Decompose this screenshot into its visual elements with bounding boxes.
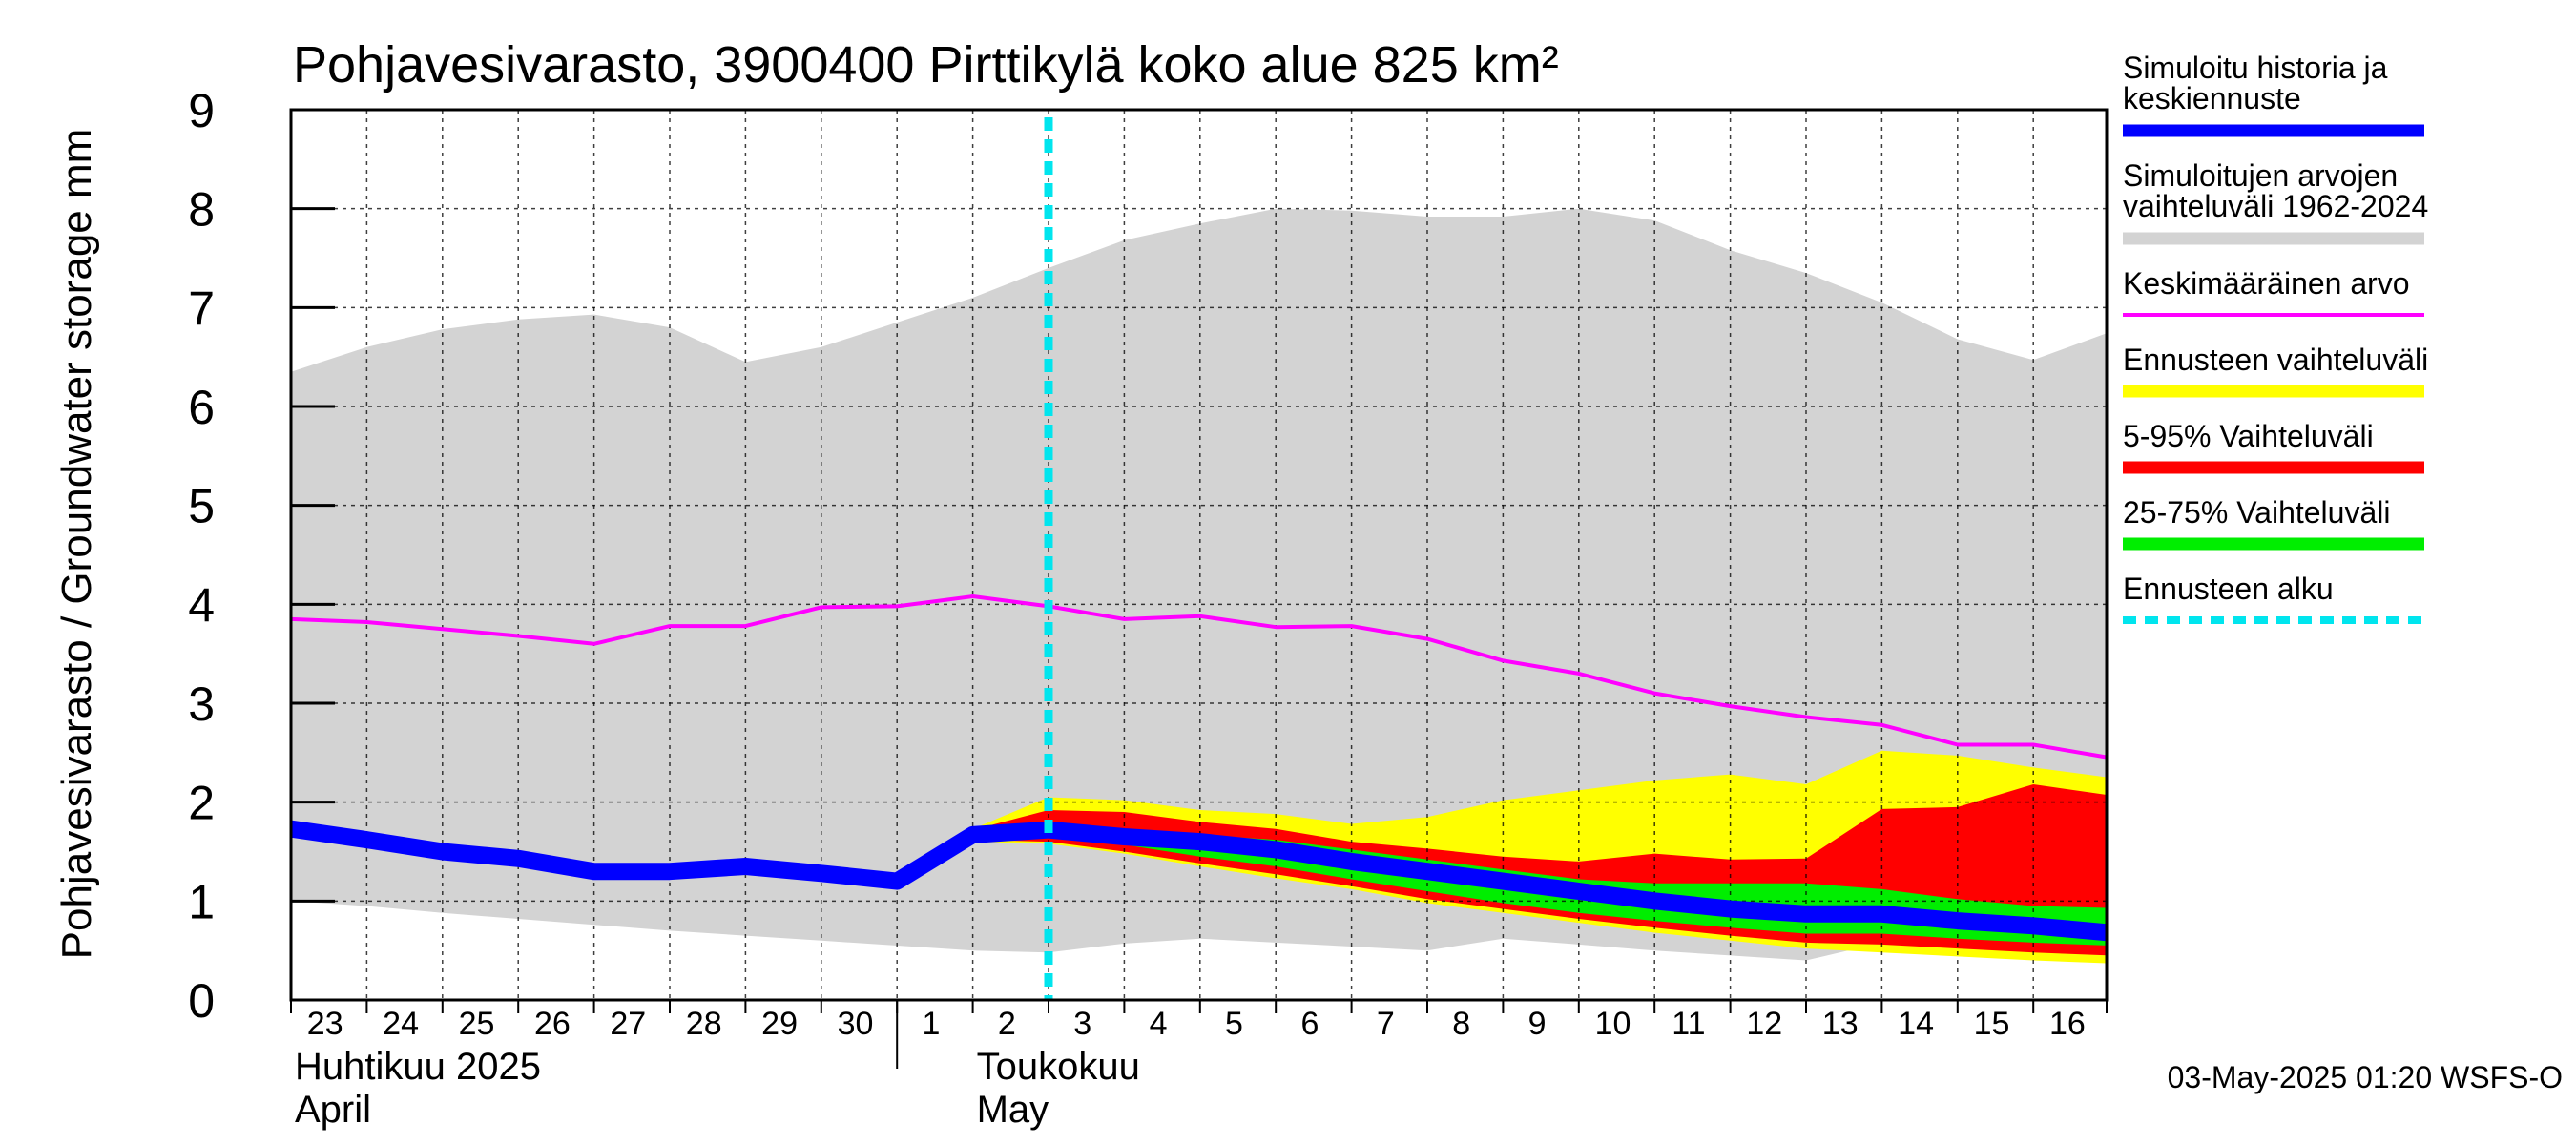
- x-tick-label: 2: [998, 1006, 1016, 1042]
- timestamp-footer: 03-May-2025 01:20 WSFS-O: [2168, 1060, 2563, 1094]
- y-axis-ticks: 0 1 2 3 4 5 6 7 8 9: [188, 84, 335, 1028]
- x-tick-label: 23: [307, 1006, 343, 1042]
- x-tick-label: 4: [1150, 1006, 1168, 1042]
- plot-frame: [289, 108, 2109, 1002]
- legend-label: Ennusteen alku: [2123, 572, 2334, 606]
- y-tick-label: 6: [188, 381, 215, 434]
- month-label-en: April: [295, 1089, 371, 1131]
- legend-label: Simuloitu historia ja: [2123, 51, 2388, 85]
- y-tick-label: 8: [188, 183, 215, 237]
- chart-title: Pohjavesivarasto, 3900400 Pirttikylä kok…: [293, 36, 1559, 94]
- legend-label: 25-75% Vaihteluväli: [2123, 495, 2390, 530]
- legend-label: Keskimääräinen arvo: [2123, 266, 2410, 301]
- x-tick-label: 14: [1898, 1006, 1934, 1042]
- x-tick-label: 16: [2049, 1006, 2086, 1042]
- x-tick-label: 28: [686, 1006, 722, 1042]
- y-tick-label: 7: [188, 281, 215, 335]
- x-tick-label: 25: [459, 1006, 495, 1042]
- month-label-fi: Huhtikuu 2025: [295, 1046, 541, 1088]
- x-tick-label: 3: [1073, 1006, 1091, 1042]
- y-tick-label: 3: [188, 677, 215, 731]
- x-tick-label: 11: [1672, 1006, 1705, 1042]
- legend-label: 5-95% Vaihteluväli: [2123, 419, 2374, 453]
- x-tick-label: 26: [534, 1006, 571, 1042]
- line-simuloitu-historia-ja-keskiennuste: [291, 820, 2107, 942]
- legend-label: Ennusteen vaihteluväli: [2123, 343, 2428, 377]
- y-tick-label: 1: [188, 875, 215, 928]
- legend-label: keskiennuste: [2123, 81, 2301, 115]
- x-tick-label: 6: [1300, 1006, 1319, 1042]
- x-tick-label: 13: [1822, 1006, 1859, 1042]
- y-tick-label: 5: [188, 480, 215, 533]
- x-tick-label: 10: [1595, 1006, 1631, 1042]
- x-tick-label: 7: [1377, 1006, 1395, 1042]
- x-tick-label: 12: [1746, 1006, 1782, 1042]
- x-axis-ticks: 23 24 25 26 27 28 29 30 1 2 3 4 5 6 7 8 9 10 11 12 13 14 15 16: [290, 1000, 2108, 1042]
- legend-label: vaihteluväli 1962-2024: [2123, 189, 2428, 223]
- y-axis-label: Pohjavesivarasto / Groundwater storage m…: [53, 129, 100, 960]
- line-keskim-r-inen-arvo: [291, 594, 2107, 760]
- plot-border: [289, 108, 2109, 1002]
- chart-lines: [291, 117, 2107, 1000]
- x-tick-label: 5: [1225, 1006, 1243, 1042]
- x-tick-label: 9: [1528, 1006, 1547, 1042]
- x-tick-label: 30: [838, 1006, 874, 1042]
- y-tick-label: 4: [188, 578, 215, 632]
- y-tick-label: 2: [188, 777, 215, 830]
- x-tick-label: 24: [383, 1006, 419, 1042]
- x-tick-label: 8: [1452, 1006, 1470, 1042]
- legend-label: Simuloitujen arvojen: [2123, 158, 2398, 193]
- month-label-fi: Toukokuu: [977, 1046, 1140, 1088]
- month-label-en: May: [977, 1089, 1049, 1131]
- y-tick-label: 0: [188, 974, 215, 1028]
- x-tick-label: 15: [1974, 1006, 2010, 1042]
- x-tick-label: 27: [610, 1006, 646, 1042]
- x-tick-label: 1: [922, 1006, 940, 1042]
- y-tick-label: 9: [188, 84, 215, 137]
- x-tick-label: 29: [761, 1006, 798, 1042]
